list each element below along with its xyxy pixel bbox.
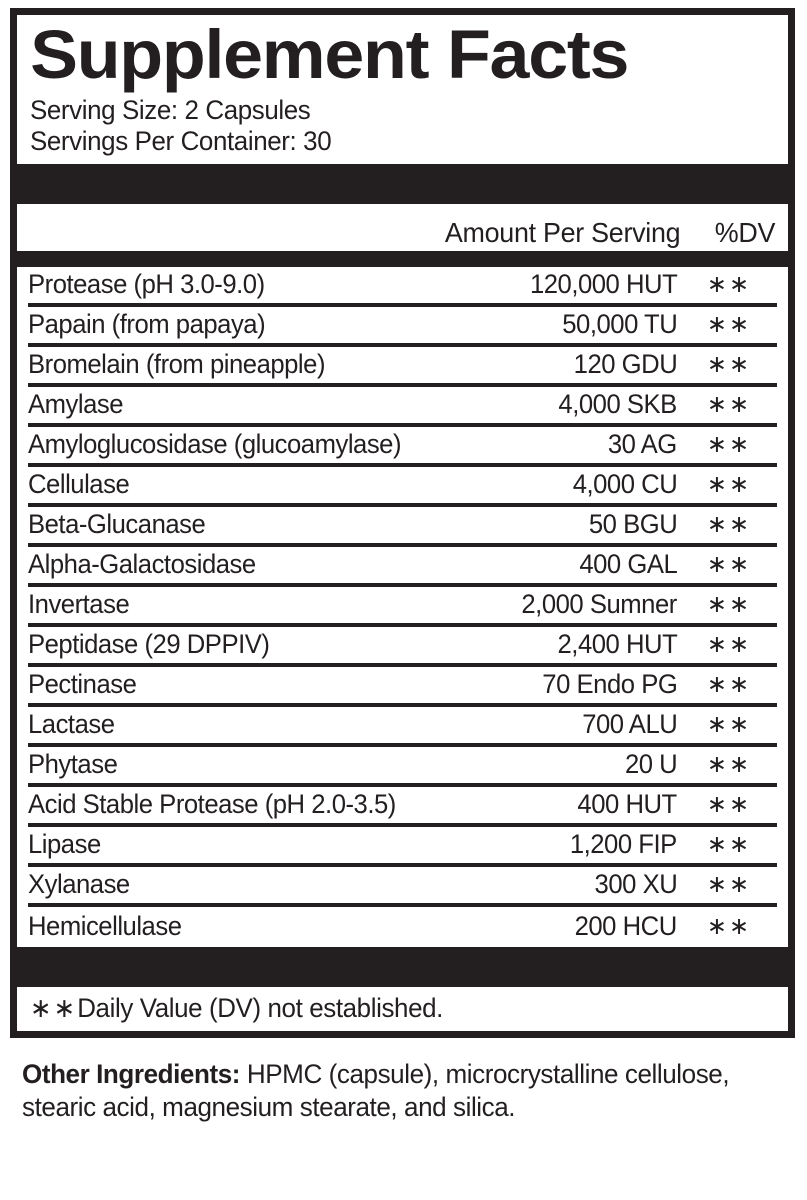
- ingredient-rows-section: Protease (pH 3.0-9.0) 120,000 HUT ∗∗ Papain…: [17, 267, 788, 947]
- servings-per-container-text: Servings Per Container: 30: [30, 126, 332, 157]
- ingredient-percent-dv: ∗∗: [706, 913, 752, 941]
- footnote-section: ∗∗Daily Value (DV) not established.: [17, 987, 788, 1031]
- ingredient-percent-dv: ∗∗: [706, 551, 752, 579]
- ingredient-amount: 200 HCU: [575, 911, 678, 942]
- ingredient-percent-dv: ∗∗: [706, 671, 752, 699]
- ingredient-amount: 4,000 SKB: [558, 389, 678, 420]
- table-row: Protease (pH 3.0-9.0) 120,000 HUT ∗∗: [28, 267, 777, 307]
- footnote-text: Daily Value (DV) not established.: [77, 992, 443, 1023]
- table-row: Phytase 20 U ∗∗: [28, 747, 777, 787]
- table-row: Bromelain (from pineapple) 120 GDU ∗∗: [28, 347, 777, 387]
- ingredient-name: Bromelain (from pineapple): [28, 349, 326, 380]
- ingredient-percent-dv: ∗∗: [706, 831, 752, 859]
- ingredient-amount: 700 ALU: [582, 709, 678, 740]
- table-row: Amyloglucosidase (glucoamylase) 30 AG ∗∗: [28, 427, 777, 467]
- table-row: Beta-Glucanase 50 BGU ∗∗: [28, 507, 777, 547]
- ingredient-amount: 1,200 FIP: [570, 829, 678, 860]
- ingredient-percent-dv: ∗∗: [706, 591, 752, 619]
- ingredient-name: Cellulase: [28, 469, 130, 500]
- ingredient-name: Papain (from papaya): [28, 309, 266, 340]
- ingredient-name: Hemicellulase: [28, 911, 182, 942]
- header-divider-thick: [17, 163, 788, 204]
- ingredient-name: Alpha-Galactosidase: [28, 549, 256, 580]
- ingredient-name: Amylase: [28, 389, 124, 420]
- ingredient-percent-dv: ∗∗: [706, 391, 752, 419]
- supplement-facts-panel: Supplement Facts Serving Size: 2 Capsule…: [10, 8, 795, 1038]
- footnote-divider-thick: [17, 946, 788, 987]
- table-row: Hemicellulase 200 HCU ∗∗: [28, 907, 777, 947]
- ingredient-name: Peptidase (29 DPPIV): [28, 629, 270, 660]
- footnote-stars: ∗∗: [29, 992, 78, 1023]
- ingredient-amount: 30 AG: [608, 429, 678, 460]
- ingredient-amount: 2,000 Sumner: [521, 589, 678, 620]
- ingredient-percent-dv: ∗∗: [706, 311, 752, 339]
- ingredient-name: Beta-Glucanase: [28, 509, 206, 540]
- ingredient-name: Phytase: [28, 749, 118, 780]
- table-row: Pectinase 70 Endo PG ∗∗: [28, 667, 777, 707]
- serving-size-text: Serving Size: 2 Capsules: [30, 94, 311, 125]
- table-row: Acid Stable Protease (pH 2.0-3.5) 400 HUT…: [28, 787, 777, 827]
- ingredient-percent-dv: ∗∗: [706, 871, 752, 899]
- other-ingredients-text: HPMC (capsule), microcrystalline cellulo…: [22, 1058, 730, 1122]
- ingredient-amount: 50,000 TU: [562, 309, 678, 340]
- ingredient-amount: 300 XU: [594, 869, 678, 900]
- table-row: Alpha-Galactosidase 400 GAL ∗∗: [28, 547, 777, 587]
- ingredient-name: Lactase: [28, 709, 115, 740]
- ingredient-amount: 20 U: [624, 749, 678, 780]
- ingredient-percent-dv: ∗∗: [706, 711, 752, 739]
- page-title: Supplement Facts: [30, 16, 629, 93]
- ingredient-amount: 120,000 HUT: [529, 269, 678, 300]
- table-row: Invertase 2,000 Sumner ∗∗: [28, 587, 777, 627]
- ingredient-percent-dv: ∗∗: [706, 511, 752, 539]
- other-ingredients-label: Other Ingredients:: [22, 1058, 241, 1089]
- percent-dv-header: %DV: [714, 216, 776, 248]
- table-row: Cellulase 4,000 CU ∗∗: [28, 467, 777, 507]
- ingredient-name: Pectinase: [28, 669, 137, 700]
- ingredient-percent-dv: ∗∗: [706, 791, 752, 819]
- other-ingredients-block: Other Ingredients: HPMC (capsule), micro…: [10, 1038, 797, 1124]
- column-header-section: Amount Per Serving %DV: [17, 204, 788, 251]
- serving-info: Serving Size: 2 Capsules Servings Per Co…: [28, 93, 777, 164]
- table-row: Amylase 4,000 SKB ∗∗: [28, 387, 777, 427]
- ingredient-percent-dv: ∗∗: [706, 271, 752, 299]
- ingredient-name: Acid Stable Protease (pH 2.0-3.5): [28, 789, 396, 820]
- ingredient-percent-dv: ∗∗: [706, 431, 752, 459]
- table-row: Papain (from papaya) 50,000 TU ∗∗: [28, 307, 777, 347]
- ingredient-name: Lipase: [28, 829, 101, 860]
- ingredient-amount: 400 GAL: [579, 549, 678, 580]
- panel-header-section: Supplement Facts Serving Size: 2 Capsule…: [17, 15, 788, 164]
- column-headers: Amount Per Serving %DV: [28, 204, 777, 251]
- ingredient-name: Protease (pH 3.0-9.0): [28, 269, 265, 300]
- ingredient-percent-dv: ∗∗: [706, 351, 752, 379]
- ingredient-amount: 4,000 CU: [572, 469, 678, 500]
- ingredient-percent-dv: ∗∗: [706, 751, 752, 779]
- daily-value-footnote: ∗∗Daily Value (DV) not established.: [28, 987, 747, 1031]
- ingredient-name: Invertase: [28, 589, 130, 620]
- table-row: Xylanase 300 XU ∗∗: [28, 867, 777, 907]
- ingredient-amount: 50 BGU: [588, 509, 678, 540]
- table-row: Lipase 1,200 FIP ∗∗: [28, 827, 777, 867]
- ingredient-amount: 120 GDU: [573, 349, 678, 380]
- ingredient-name: Xylanase: [28, 869, 130, 900]
- ingredient-table: Protease (pH 3.0-9.0) 120,000 HUT ∗∗ Papain…: [28, 267, 777, 947]
- table-row: Peptidase (29 DPPIV) 2,400 HUT ∗∗: [28, 627, 777, 667]
- table-row: Lactase 700 ALU ∗∗: [28, 707, 777, 747]
- amount-per-serving-header: Amount Per Serving: [444, 216, 681, 248]
- ingredient-amount: 400 HUT: [577, 789, 678, 820]
- ingredient-amount: 2,400 HUT: [557, 629, 678, 660]
- ingredient-amount: 70 Endo PG: [542, 669, 678, 700]
- ingredient-name: Amyloglucosidase (glucoamylase): [28, 429, 402, 460]
- ingredient-percent-dv: ∗∗: [706, 631, 752, 659]
- ingredient-percent-dv: ∗∗: [706, 471, 752, 499]
- column-header-divider: [17, 250, 788, 267]
